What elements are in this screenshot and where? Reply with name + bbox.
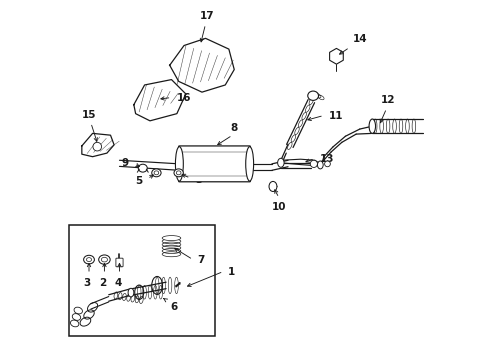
Circle shape (324, 161, 330, 167)
Bar (69, 225, 215, 336)
Text: 11: 11 (329, 111, 343, 121)
Ellipse shape (174, 169, 183, 177)
Ellipse shape (269, 181, 277, 192)
Circle shape (310, 160, 318, 167)
Text: 5: 5 (135, 176, 142, 186)
FancyBboxPatch shape (179, 146, 250, 182)
Text: 2: 2 (98, 278, 106, 288)
Text: 10: 10 (272, 202, 286, 212)
Ellipse shape (278, 158, 284, 167)
Polygon shape (82, 134, 114, 157)
Ellipse shape (318, 161, 323, 169)
Text: 8: 8 (231, 123, 238, 133)
Text: 14: 14 (353, 35, 367, 44)
Ellipse shape (162, 235, 181, 240)
Polygon shape (134, 80, 186, 121)
Text: 1: 1 (228, 267, 235, 277)
Ellipse shape (369, 119, 375, 134)
Text: 9: 9 (122, 158, 128, 168)
Ellipse shape (308, 91, 319, 100)
Ellipse shape (245, 147, 254, 181)
Text: 7: 7 (197, 255, 205, 265)
Ellipse shape (84, 255, 95, 264)
Text: 17: 17 (200, 11, 215, 21)
Circle shape (93, 142, 101, 151)
Text: 6: 6 (171, 302, 178, 312)
Text: 3: 3 (83, 278, 90, 288)
Text: 13: 13 (319, 154, 334, 164)
Text: 15: 15 (82, 110, 96, 120)
Ellipse shape (98, 255, 110, 264)
Text: 3: 3 (196, 175, 203, 185)
Text: 12: 12 (381, 95, 396, 105)
Polygon shape (170, 39, 234, 92)
Ellipse shape (152, 169, 161, 177)
Ellipse shape (175, 147, 183, 181)
Ellipse shape (128, 288, 134, 297)
Text: 16: 16 (177, 93, 192, 103)
FancyBboxPatch shape (116, 258, 123, 267)
Polygon shape (281, 159, 320, 166)
Ellipse shape (138, 164, 147, 172)
Ellipse shape (162, 252, 181, 257)
Text: 4: 4 (114, 278, 122, 288)
